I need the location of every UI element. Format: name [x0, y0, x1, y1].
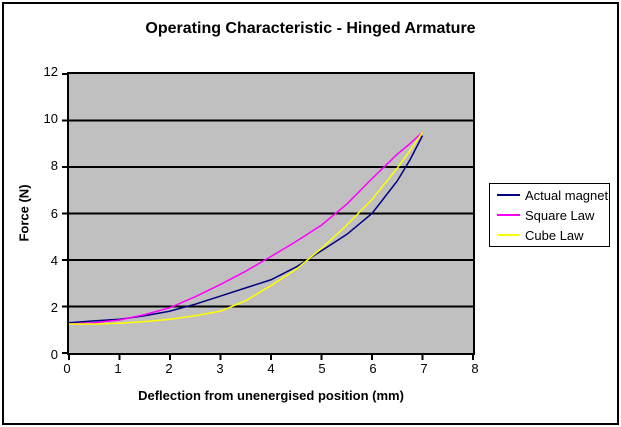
chart-svg — [62, 73, 474, 360]
x-tick-label-7: 7 — [420, 361, 428, 376]
x-tick-label-6: 6 — [369, 361, 377, 376]
series-line-actual-magnet — [68, 135, 424, 324]
y-tick-label-4: 4 — [50, 252, 58, 268]
legend-line-sample-cube-law — [497, 234, 520, 236]
y-tick-label-2: 2 — [50, 299, 58, 315]
x-tick-label-1: 1 — [114, 361, 122, 376]
legend-label-actual-magnet: Actual magnet — [525, 187, 609, 203]
x-axis-title: Deflection from unenergised position (mm… — [138, 388, 404, 403]
x-tick-label-5: 5 — [318, 361, 326, 376]
series-line-cube-law — [69, 131, 424, 325]
x-tick-label-3: 3 — [216, 361, 224, 376]
y-tick-label-6: 6 — [50, 205, 58, 221]
legend: Actual magnet Square Law Cube Law — [489, 183, 610, 247]
series-line-square-law — [68, 131, 424, 325]
x-tick-label-2: 2 — [165, 361, 173, 376]
legend-entry-actual-magnet: Actual magnet — [497, 186, 609, 204]
x-tick-label-0: 0 — [63, 361, 71, 376]
x-tick-label-4: 4 — [267, 361, 275, 376]
legend-label-cube-law: Cube Law — [525, 227, 584, 243]
plot-area — [62, 72, 475, 360]
y-tick-label-8: 8 — [50, 158, 58, 174]
legend-line-sample-square-law — [497, 214, 520, 216]
x-tick-label-8: 8 — [471, 361, 479, 376]
legend-entry-cube-law: Cube Law — [497, 226, 609, 244]
y-tick-label-12: 12 — [43, 64, 58, 79]
y-tick-label-10: 10 — [43, 111, 58, 127]
legend-label-square-law: Square Law — [525, 207, 595, 223]
legend-line-sample-actual-magnet — [497, 194, 520, 196]
chart-title: Operating Characteristic - Hinged Armatu… — [145, 20, 476, 37]
y-tick-label-0: 0 — [50, 347, 58, 362]
legend-entry-square-law: Square Law — [497, 206, 609, 224]
